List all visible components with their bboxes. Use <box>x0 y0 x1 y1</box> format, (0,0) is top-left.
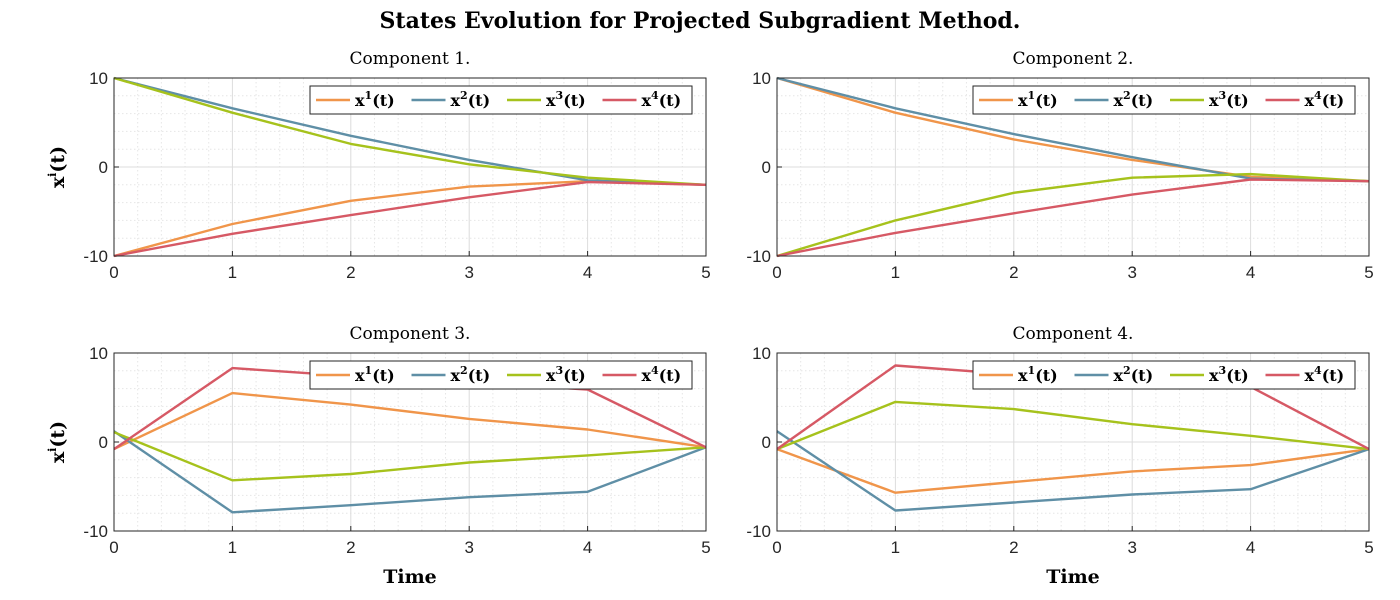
legend-label-4: x4(t) <box>642 89 682 110</box>
x-tick-label: 1 <box>228 263 237 282</box>
legend-label-4: x4(t) <box>1305 89 1345 110</box>
legend-label-4: x4(t) <box>642 364 682 385</box>
x-tick-label: 5 <box>1364 538 1373 557</box>
legend-label-1: x1(t) <box>355 364 395 385</box>
panel-title: Component 2. <box>1013 49 1134 69</box>
legend: x1(t) x2(t) x3(t) x4(t) <box>309 85 693 115</box>
series-line-4 <box>113 180 707 258</box>
legend-label-3: x3(t) <box>1209 364 1249 385</box>
x-axis-label: Time <box>1046 566 1100 588</box>
legend-label-2: x2(t) <box>451 89 491 110</box>
series-line-3 <box>113 431 707 482</box>
legend-label-3: x3(t) <box>546 364 586 385</box>
x-tick-label: 1 <box>891 263 900 282</box>
y-tick-label: 10 <box>89 69 108 88</box>
y-tick-label: 0 <box>99 158 108 177</box>
y-axis-label: xi(t) <box>46 421 69 463</box>
y-tick-label: -10 <box>746 247 771 266</box>
x-tick-label: 4 <box>583 538 592 557</box>
x-tick-label: 0 <box>772 263 781 282</box>
legend-label-3: x3(t) <box>1209 89 1249 110</box>
x-tick-label: 2 <box>1009 263 1018 282</box>
x-tick-label: 4 <box>1246 538 1255 557</box>
series-line-1 <box>776 76 1370 183</box>
x-tick-label: 4 <box>1246 263 1255 282</box>
legend: x1(t) x2(t) x3(t) x4(t) <box>972 85 1356 115</box>
x-tick-label: 0 <box>109 538 118 557</box>
x-tick-label: 3 <box>464 538 473 557</box>
legend-label-1: x1(t) <box>1018 89 1058 110</box>
y-tick-label: -10 <box>83 522 108 541</box>
y-tick-label: 0 <box>762 433 771 452</box>
series-line-2 <box>113 430 707 514</box>
series-line-2 <box>113 76 707 186</box>
x-tick-label: 0 <box>109 263 118 282</box>
x-tick-label: 5 <box>1364 263 1373 282</box>
series-line-3 <box>776 400 1370 451</box>
x-tick-label: 4 <box>583 263 592 282</box>
legend-label-1: x1(t) <box>1018 364 1058 385</box>
y-axis-label: xi(t) <box>46 146 69 188</box>
y-tick-label: -10 <box>83 247 108 266</box>
panel-title: Component 4. <box>1013 324 1134 344</box>
y-tick-label: 0 <box>99 433 108 452</box>
y-tick-label: 10 <box>89 344 108 363</box>
x-tick-label: 3 <box>1127 538 1136 557</box>
series-line-3 <box>776 172 1370 258</box>
panel-title: Component 1. <box>350 49 471 69</box>
y-tick-label: 0 <box>762 158 771 177</box>
legend-label-3: x3(t) <box>546 89 586 110</box>
legend: x1(t) x2(t) x3(t) x4(t) <box>309 360 693 390</box>
legend-label-1: x1(t) <box>355 89 395 110</box>
y-tick-label: -10 <box>746 522 771 541</box>
series-line-4 <box>776 178 1370 258</box>
x-tick-label: 2 <box>346 538 355 557</box>
x-tick-label: 0 <box>772 538 781 557</box>
x-tick-label: 1 <box>891 538 900 557</box>
x-tick-label: 1 <box>228 538 237 557</box>
figure-title: States Evolution for Projected Subgradie… <box>380 8 1021 34</box>
series-line-1 <box>776 447 1370 494</box>
legend-box <box>309 85 693 115</box>
legend-label-2: x2(t) <box>1114 89 1154 110</box>
x-tick-label: 2 <box>346 263 355 282</box>
x-tick-label: 3 <box>464 263 473 282</box>
x-tick-label: 5 <box>701 263 710 282</box>
y-tick-label: 10 <box>752 69 771 88</box>
x-tick-label: 2 <box>1009 538 1018 557</box>
y-tick-label: 10 <box>752 344 771 363</box>
legend-label-2: x2(t) <box>451 364 491 385</box>
panel-title: Component 3. <box>350 324 471 344</box>
series-line-1 <box>113 391 707 451</box>
x-axis-label: Time <box>383 566 437 588</box>
legend: x1(t) x2(t) x3(t) x4(t) <box>972 360 1356 390</box>
series-line-3 <box>113 76 707 186</box>
x-tick-label: 5 <box>701 538 710 557</box>
legend-label-4: x4(t) <box>1305 364 1345 385</box>
series-line-2 <box>776 430 1370 512</box>
x-tick-label: 3 <box>1127 263 1136 282</box>
legend-label-2: x2(t) <box>1114 364 1154 385</box>
